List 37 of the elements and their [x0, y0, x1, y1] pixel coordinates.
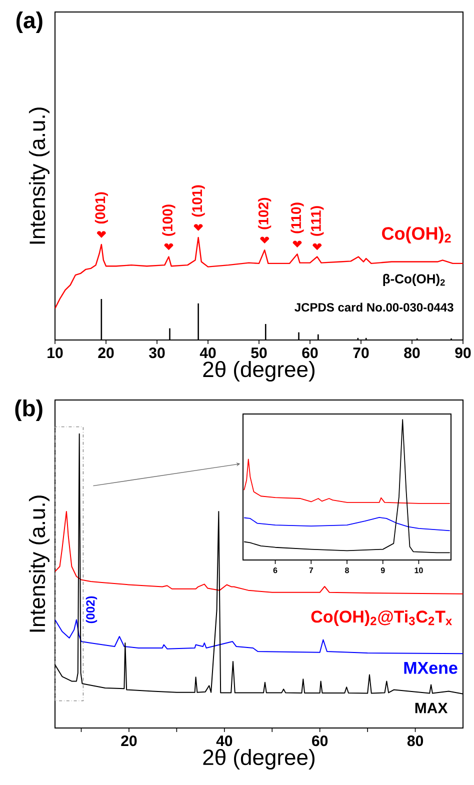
annotation: (100)	[162, 204, 176, 236]
chart-title: (a)	[16, 12, 42, 33]
x-tick-label: 40	[200, 348, 216, 358]
annotation: (002)	[86, 596, 98, 624]
annotation: (101)	[192, 185, 205, 217]
x-tick-label: 9	[380, 568, 385, 574]
x-tick-label: 80	[404, 348, 420, 358]
y-axis-title: Intensity (a.u.)	[28, 108, 50, 244]
x-tick-label: 30	[149, 348, 165, 358]
annotation: (111)	[310, 206, 324, 236]
chart-title: (b)	[15, 400, 42, 421]
x-tick-label: 60	[312, 736, 328, 746]
x-tick-label: 70	[353, 348, 369, 358]
series-label: Co(OH)$_{2}$@Ti$_{3}$C$_{2}$T$_{x}$	[311, 610, 452, 626]
x-axis-title: 2θ (degree)	[203, 361, 314, 382]
x-tick-label: 50	[251, 348, 267, 358]
y-axis-title: Intensity (a.u.)	[28, 496, 50, 632]
x-tick-label: 6	[273, 568, 278, 574]
series-label: MAX	[415, 702, 448, 714]
text: β-Co(OH)$_{2}$	[383, 274, 445, 286]
x-tick-label: 20	[121, 736, 137, 746]
x-tick-label: 10	[414, 568, 423, 574]
x-tick-label: 40	[216, 736, 232, 746]
series-label: Co(OH)$_{2}$	[382, 226, 451, 244]
x-tick-label: 8	[345, 568, 349, 574]
annotation: JCPDS card No.00-030-0443	[294, 302, 454, 312]
series-label: MXene	[404, 662, 458, 674]
x-tick-label: 80	[407, 736, 424, 746]
annotation: (102)	[258, 198, 272, 230]
x-tick-label: 60	[302, 348, 318, 358]
x-tick-label: 90	[455, 348, 471, 358]
annotation: (110)	[290, 202, 304, 234]
x-tick-label: 7	[309, 568, 314, 574]
annotation: (001)	[94, 192, 108, 224]
x-axis-title: 2θ (degree)	[203, 748, 314, 770]
x-tick-label: 10	[48, 348, 63, 358]
x-tick-label: 20	[98, 348, 114, 358]
